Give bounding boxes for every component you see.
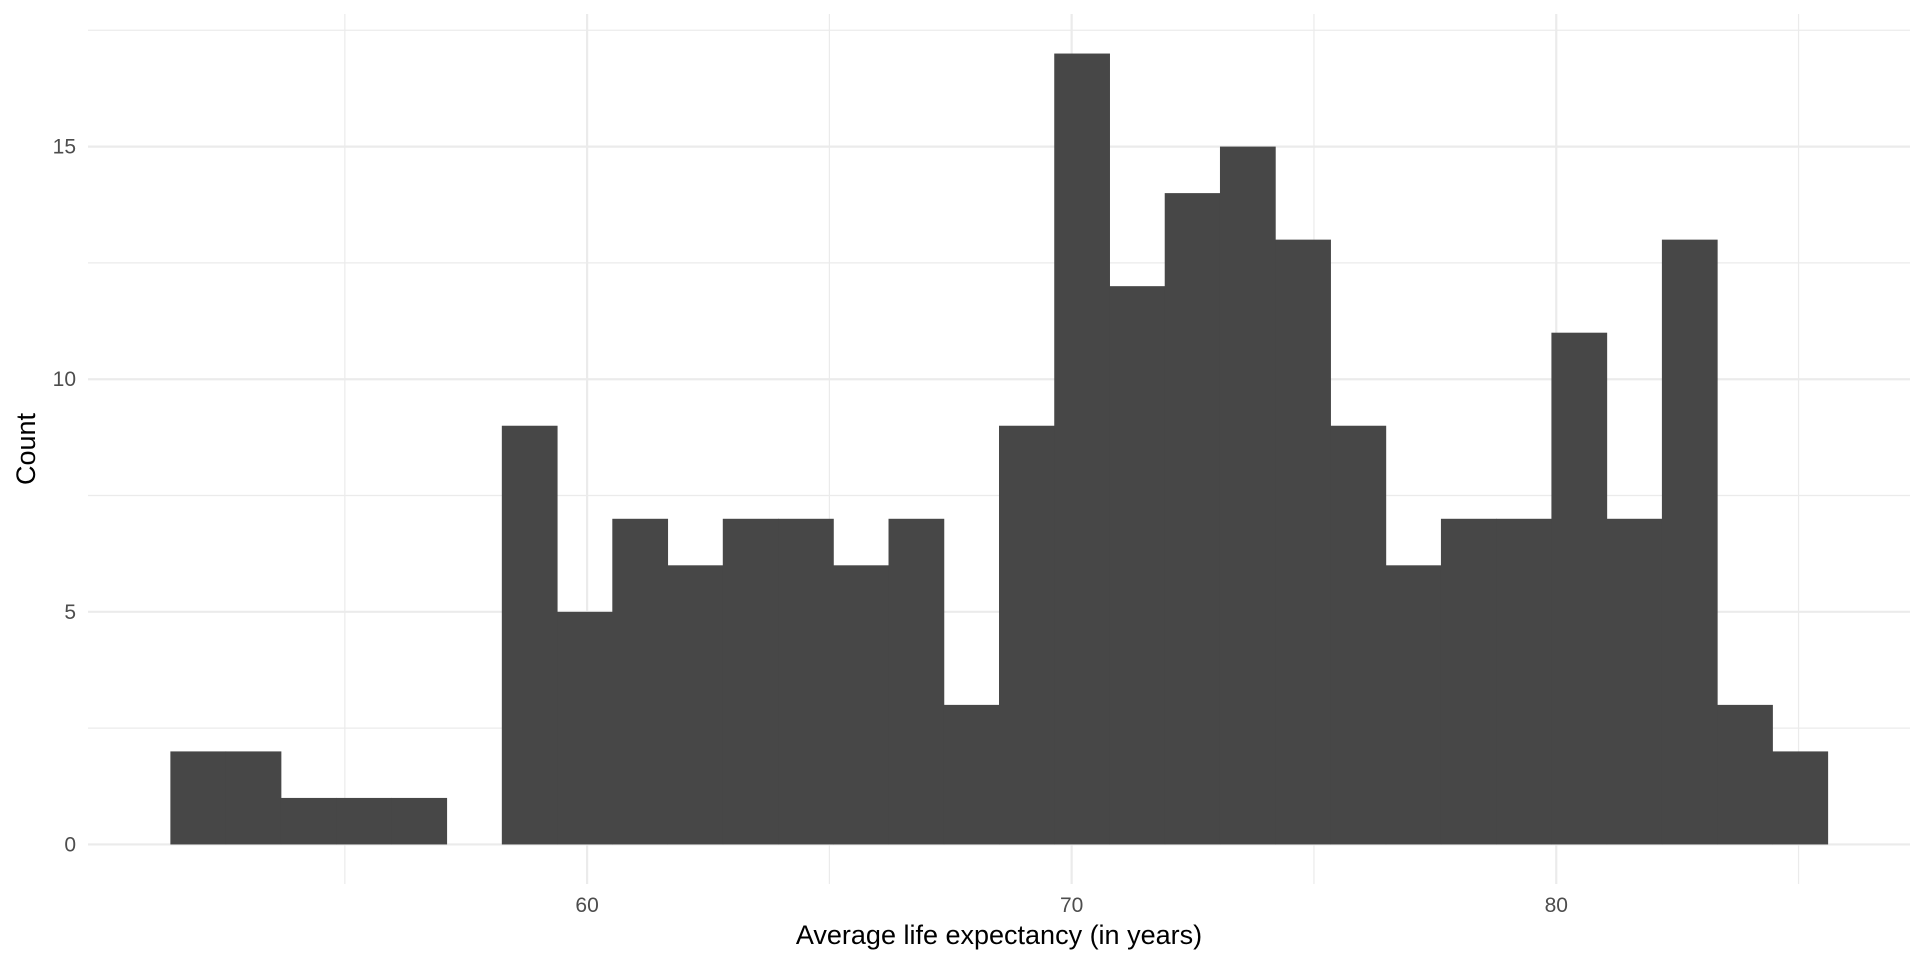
histogram-bar	[1385, 565, 1442, 845]
y-tick-label: 15	[53, 136, 76, 159]
histogram-bar	[336, 797, 392, 845]
x-tick-label: 80	[1545, 894, 1568, 917]
y-axis-title: Count	[11, 412, 41, 485]
histogram-bar	[225, 751, 282, 845]
histogram-bar	[501, 425, 558, 845]
histogram-bar	[1551, 332, 1608, 845]
histogram-bar	[1772, 751, 1829, 845]
histogram-bar	[1606, 518, 1663, 845]
histogram-bar	[1717, 704, 1773, 845]
histogram-bar	[1164, 193, 1221, 845]
histogram-bar	[778, 518, 834, 845]
histogram-bar	[1440, 518, 1497, 845]
y-tick-label: 5	[64, 601, 76, 624]
histogram-bar	[612, 518, 669, 845]
histogram-bar	[833, 565, 890, 845]
histogram-bar	[1054, 53, 1110, 845]
y-tick-label: 10	[53, 368, 76, 391]
histogram-bar	[1219, 146, 1276, 845]
x-tick-label: 70	[1060, 894, 1083, 917]
histogram-bar	[1496, 518, 1552, 845]
x-tick-label: 60	[575, 894, 598, 917]
x-axis-tick-labels: 60 70 80	[575, 894, 1568, 917]
histogram-bars	[170, 53, 1829, 845]
histogram-bar	[1275, 239, 1331, 845]
histogram-bar	[1661, 239, 1718, 845]
histogram-bar	[722, 518, 779, 845]
histogram-bar	[391, 797, 448, 845]
histogram-bar	[1330, 425, 1387, 845]
histogram-bar	[943, 704, 1000, 845]
y-tick-label: 0	[64, 833, 76, 856]
x-axis-title: Average life expectancy (in years)	[796, 920, 1202, 950]
y-axis-tick-labels: 0 5 10 15	[53, 136, 76, 857]
histogram-bar	[888, 518, 945, 845]
histogram-bar	[557, 611, 613, 845]
histogram-bar	[1109, 286, 1166, 845]
histogram-bar	[999, 425, 1055, 845]
histogram-bar	[170, 751, 227, 845]
histogram-bar	[280, 797, 337, 845]
histogram-bar	[667, 565, 724, 845]
